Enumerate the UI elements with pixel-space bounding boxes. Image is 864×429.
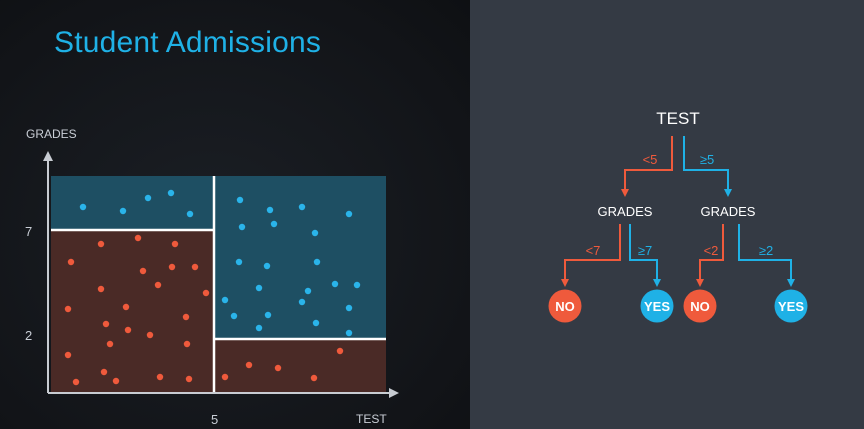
red-point xyxy=(182,313,190,321)
blue-point xyxy=(236,196,244,204)
blue-point xyxy=(345,304,353,312)
blue-point xyxy=(119,207,127,215)
blue-point xyxy=(263,262,271,270)
red-point xyxy=(310,374,318,382)
red-point xyxy=(134,234,142,242)
leaf-yes-1-label: YES xyxy=(644,299,670,314)
red-point xyxy=(183,340,191,348)
blue-point xyxy=(264,311,272,319)
blue-point xyxy=(167,189,175,197)
edge-grades-geq-7 xyxy=(629,224,661,287)
red-point xyxy=(67,258,75,266)
red-point xyxy=(191,263,199,271)
blue-point xyxy=(353,281,361,289)
red-point xyxy=(168,263,176,271)
page-title: Student Admissions xyxy=(54,26,322,59)
blue-point xyxy=(186,210,194,218)
edge-grades-less-2 xyxy=(696,224,724,287)
edge-test-less-5 xyxy=(621,136,673,197)
leaf-no-2 xyxy=(683,289,717,323)
red-point xyxy=(124,326,132,334)
edge-label-geq-7: ≥7 xyxy=(638,243,652,258)
blue-region-right xyxy=(214,176,386,339)
red-point xyxy=(97,285,105,293)
edge-grades-geq-2 xyxy=(738,224,795,287)
red-point xyxy=(202,289,210,297)
edge-grades-less-7 xyxy=(561,224,621,287)
blue-point xyxy=(221,296,229,304)
tree-node-grades-left: GRADES xyxy=(598,204,653,219)
red-point xyxy=(112,377,120,385)
blue-point xyxy=(235,258,243,266)
leaf-no-2-label: NO xyxy=(690,299,710,314)
y-axis-arrow-icon xyxy=(43,151,53,161)
tree-node-grades-right: GRADES xyxy=(701,204,756,219)
red-point xyxy=(102,320,110,328)
x-axis-arrow-icon xyxy=(389,388,399,398)
leaf-yes-2-label: YES xyxy=(778,299,804,314)
red-point xyxy=(274,364,282,372)
x-tick-5: 5 xyxy=(211,412,219,427)
data-points xyxy=(64,189,361,386)
blue-point xyxy=(345,329,353,337)
blue-point xyxy=(255,284,263,292)
red-point xyxy=(154,281,162,289)
red-point xyxy=(64,351,72,359)
red-point xyxy=(122,303,130,311)
blue-point xyxy=(313,258,321,266)
y-axis-label: GRADES xyxy=(26,127,77,141)
red-point xyxy=(72,378,80,386)
red-point xyxy=(336,347,344,355)
blue-region-top-left xyxy=(51,176,214,230)
tree-panel xyxy=(470,0,864,429)
red-point xyxy=(139,267,147,275)
red-region-left xyxy=(51,230,214,392)
blue-point xyxy=(345,210,353,218)
blue-point xyxy=(230,312,238,320)
red-point xyxy=(100,368,108,376)
blue-point xyxy=(266,206,274,214)
admissions-plot xyxy=(43,151,399,398)
edge-label-less-5: <5 xyxy=(643,152,658,167)
blue-point xyxy=(304,287,312,295)
blue-point xyxy=(255,324,263,332)
red-point xyxy=(185,375,193,383)
blue-point xyxy=(79,203,87,211)
y-tick-2: 2 xyxy=(25,328,33,343)
leaf-no-1 xyxy=(548,289,582,323)
edge-test-geq-5 xyxy=(683,136,732,197)
red-point xyxy=(171,240,179,248)
blue-point xyxy=(238,223,246,231)
edge-label-geq-5: ≥5 xyxy=(700,152,714,167)
leaf-no-1-label: NO xyxy=(555,299,575,314)
y-tick-7: 7 xyxy=(25,224,33,239)
blue-point xyxy=(144,194,152,202)
leaf-yes-2 xyxy=(774,289,808,323)
edge-label-geq-2: ≥2 xyxy=(759,243,773,258)
red-point xyxy=(97,240,105,248)
red-point xyxy=(221,373,229,381)
blue-point xyxy=(298,298,306,306)
blue-point xyxy=(270,220,278,228)
leaf-yes-1 xyxy=(640,289,674,323)
red-point xyxy=(106,340,114,348)
blue-point xyxy=(312,319,320,327)
tree-root-test: TEST xyxy=(656,109,699,128)
red-region-bottom-right xyxy=(214,339,386,392)
x-axis-label: TEST xyxy=(356,412,387,426)
blue-point xyxy=(331,280,339,288)
edge-label-less-7: <7 xyxy=(586,243,601,258)
blue-point xyxy=(311,229,319,237)
red-point xyxy=(64,305,72,313)
blue-point xyxy=(298,203,306,211)
red-point xyxy=(245,361,253,369)
edge-label-less-2: <2 xyxy=(704,243,719,258)
red-point xyxy=(146,331,154,339)
red-point xyxy=(156,373,164,381)
